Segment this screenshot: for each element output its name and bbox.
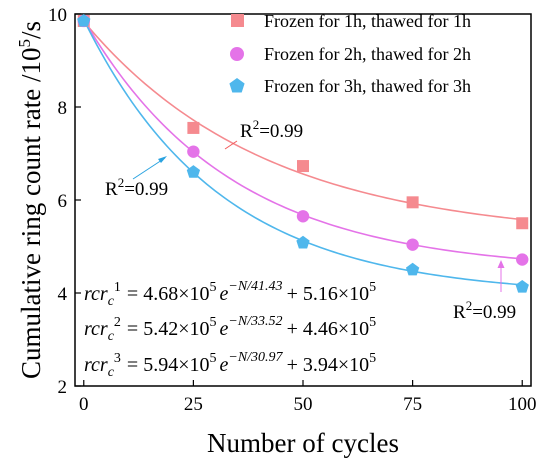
data-point-series-2 (406, 238, 419, 251)
annotation-r2-series-1: R2=0.99 (224, 117, 303, 150)
x-tick-label: 75 (403, 394, 422, 415)
annotation-r2-series-2: R2=0.99 (453, 260, 516, 323)
annotation-2-line (132, 157, 166, 180)
annotation-1-line (224, 140, 238, 150)
annotation-r2-series-3: R2=0.99 (105, 156, 168, 200)
data-point-series-3 (296, 235, 310, 249)
data-point-series-3 (186, 165, 201, 178)
equation-1: rcrc1 = 4.68×105 e−N/41.43 + 5.16×105 (84, 279, 376, 309)
data-point-series-3 (515, 279, 529, 293)
legend-marker-1 (231, 14, 244, 27)
x-axis: 0 25 50 75 100 (79, 380, 536, 415)
equation-3: rcrc3 = 5.94×105 e−N/30.97 + 3.94×105 (84, 350, 376, 380)
y-axis: 2 4 6 8 10 (48, 5, 81, 398)
data-point-series-1 (187, 121, 200, 134)
x-tick-label: 25 (184, 394, 203, 415)
annotation-1-text: R2=0.99 (240, 117, 303, 142)
data-point-series-3 (405, 262, 420, 276)
y-axis-title-main: Cumulative ring count rate /10 (16, 48, 46, 379)
x-axis-title: Number of cycles (207, 428, 399, 458)
legend-label-3: Frozen for 3h, thawed for 3h (264, 76, 471, 96)
data-point-series-1 (406, 196, 419, 209)
y-tick-label: 4 (58, 284, 68, 305)
legend-label-2: Frozen for 2h, thawed for 2h (264, 44, 471, 64)
legend-label-1: Frozen for 1h, thawed for 1h (264, 11, 471, 31)
data-point-series-2 (296, 210, 310, 223)
y-tick-label: 10 (48, 5, 67, 26)
data-point-series-1 (516, 217, 529, 230)
legend-marker-2 (230, 47, 244, 61)
annotation-2-arrowhead (158, 156, 167, 163)
y-axis-title-sup: 5 (15, 39, 34, 48)
fit-equations: rcrc1 = 4.68×105 e−N/41.43 + 5.16×105 rcrc2… (84, 279, 376, 380)
legend: Frozen for 1h, thawed for 1h Frozen for … (229, 11, 471, 96)
data-point-series-2 (187, 145, 200, 158)
fit-curve-series-1 (83, 20, 523, 221)
y-axis-title-tail: /s (16, 21, 46, 39)
x-tick-label: 100 (508, 394, 537, 415)
y-tick-label: 8 (58, 98, 68, 119)
y-axis-title: Cumulative ring count rate /105/s (15, 21, 46, 379)
y-tick-label: 6 (58, 191, 68, 212)
annotation-2-text: R2=0.99 (105, 175, 168, 200)
equation-2: rcrc2 = 5.42×105 e−N/33.52 + 4.46×105 (84, 314, 376, 344)
legend-marker-3 (229, 78, 245, 93)
y-tick-label: 2 (58, 377, 68, 398)
data-markers (77, 13, 529, 293)
x-tick-label: 0 (79, 394, 89, 415)
annotation-3-text: R2=0.99 (453, 298, 516, 323)
x-tick-label: 50 (294, 394, 313, 415)
annotation-3-arrowhead (497, 260, 505, 268)
data-point-series-3 (77, 13, 91, 27)
data-point-series-1 (297, 160, 309, 173)
data-point-series-2 (516, 253, 529, 266)
